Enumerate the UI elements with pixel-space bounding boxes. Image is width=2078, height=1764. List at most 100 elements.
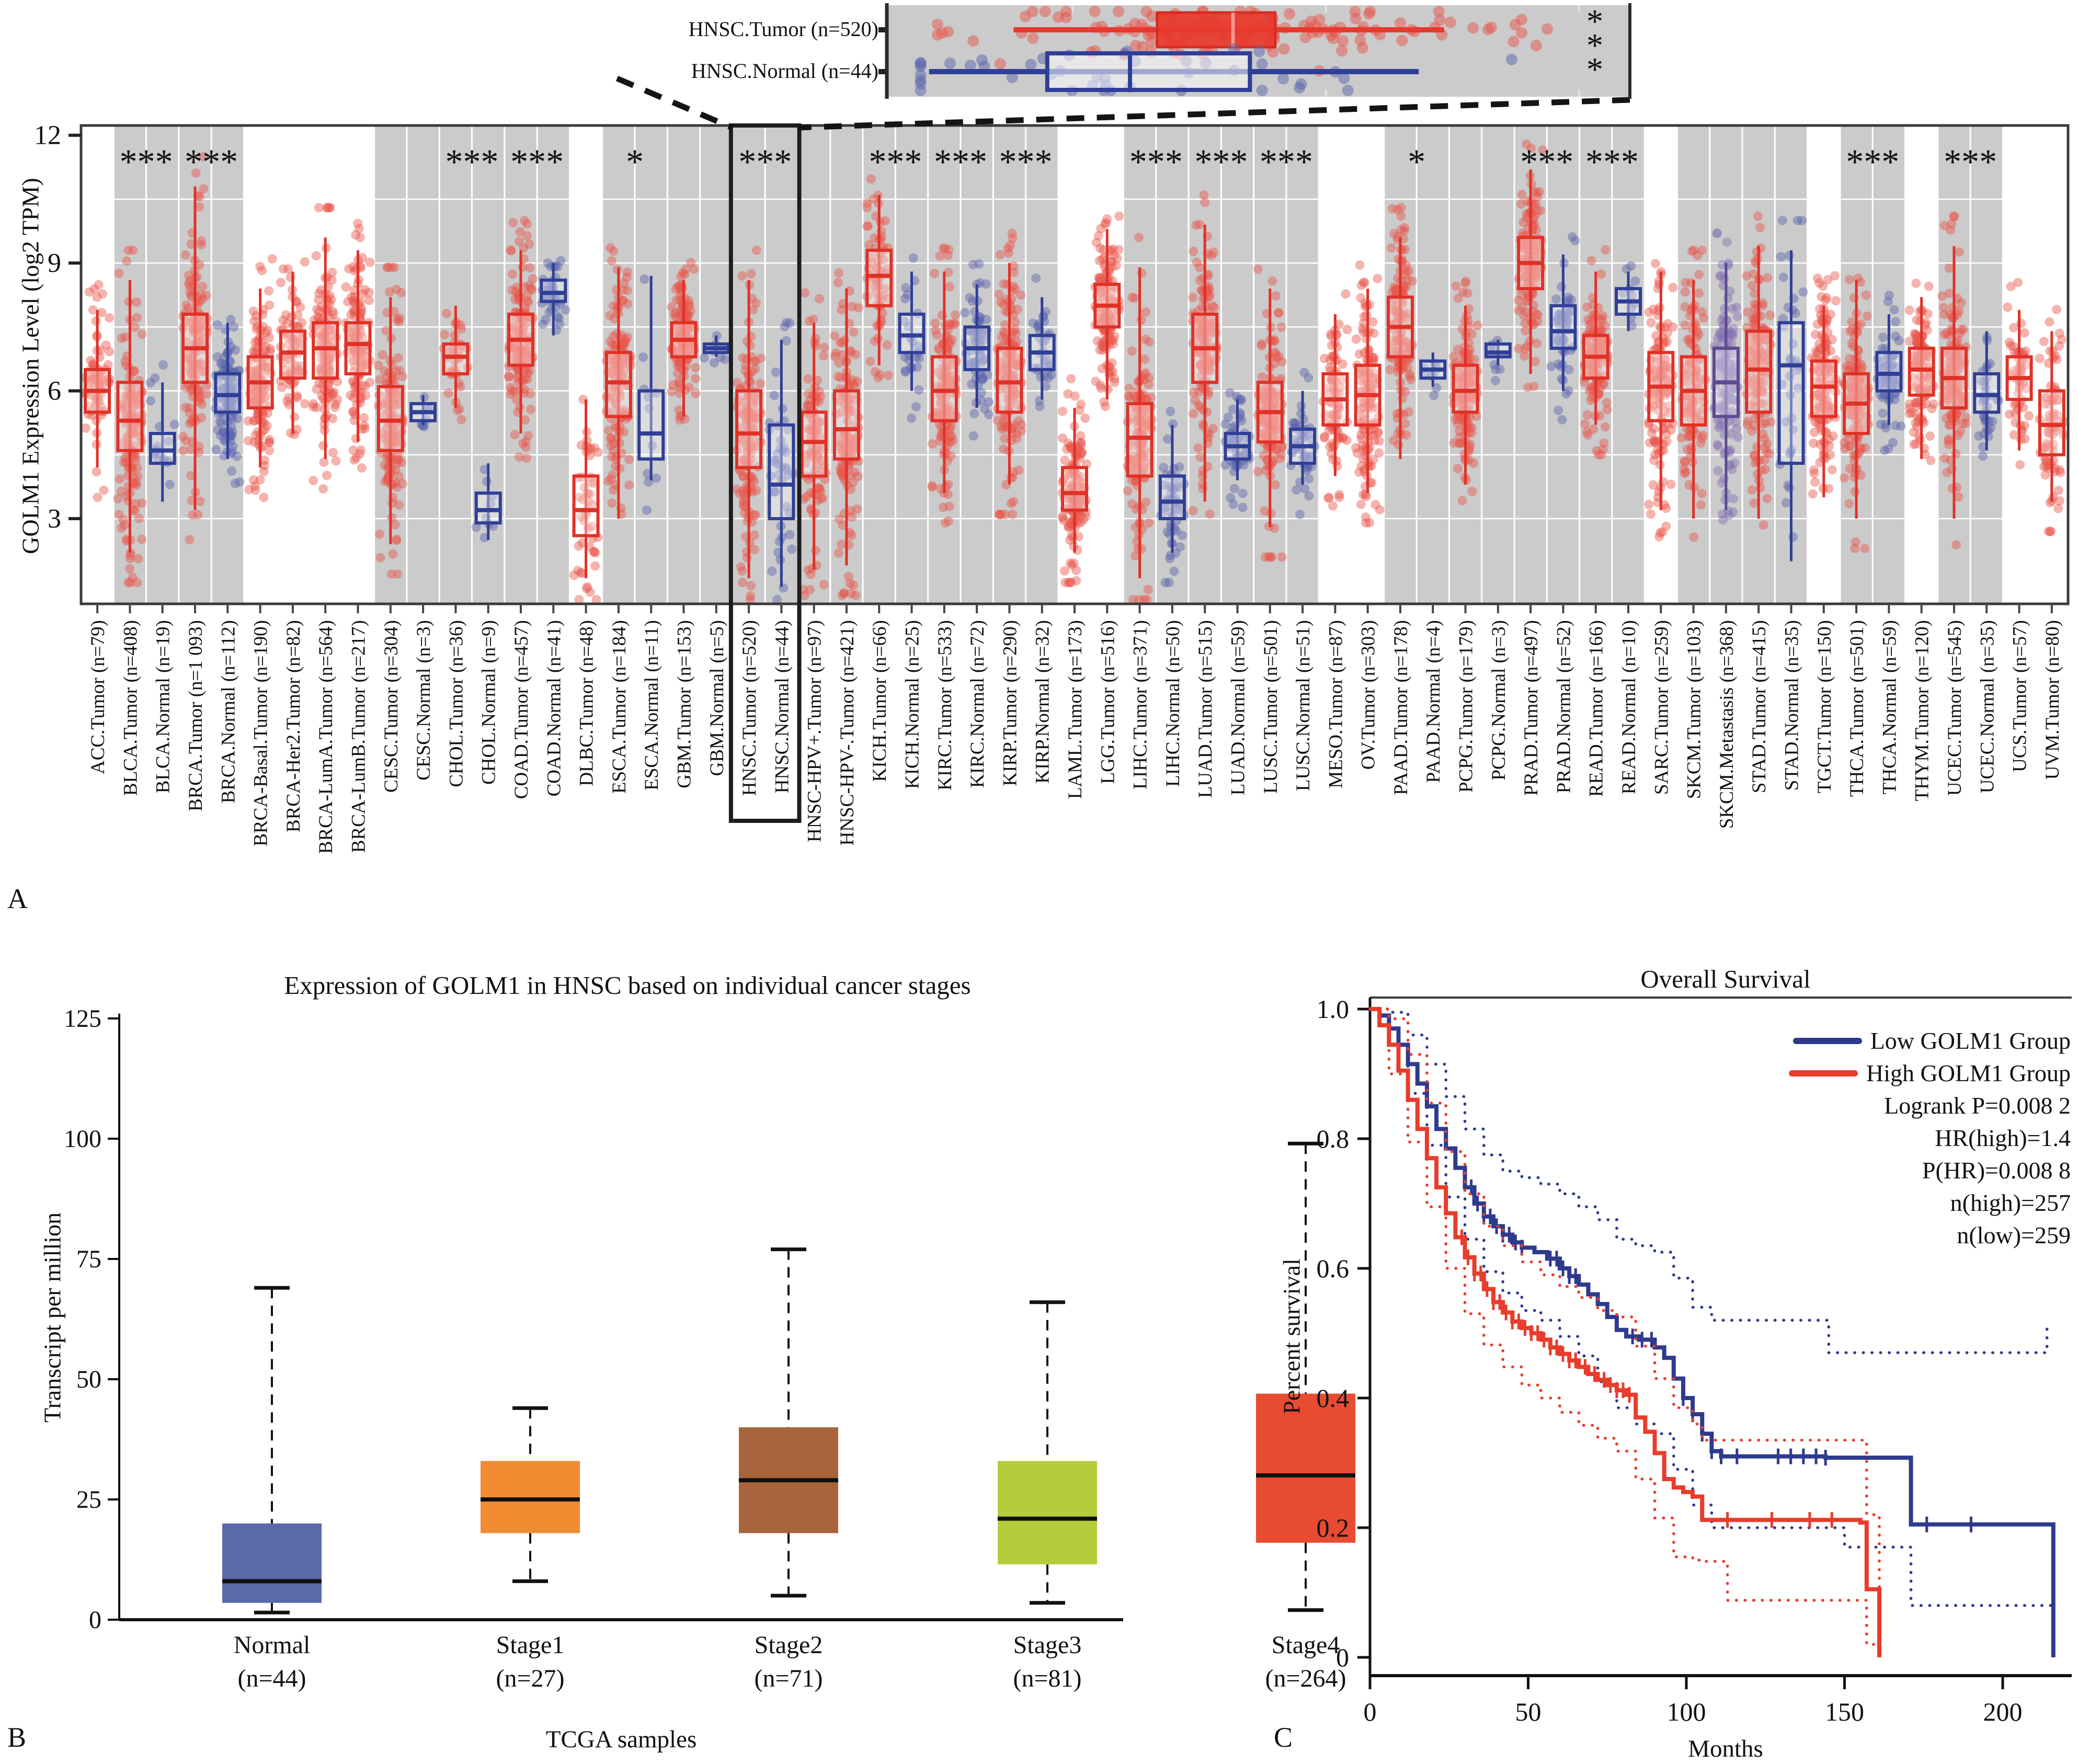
sample-dot bbox=[121, 361, 131, 371]
sample-dot bbox=[640, 274, 649, 284]
sample-dot bbox=[1017, 420, 1026, 430]
sample-dot bbox=[526, 283, 536, 293]
sample-dot bbox=[252, 368, 261, 377]
sample-dot bbox=[932, 330, 942, 340]
sample-dot bbox=[282, 318, 292, 328]
sample-dot bbox=[219, 451, 229, 461]
box bbox=[116, 381, 144, 452]
sample-dot bbox=[984, 397, 994, 407]
sample-dot bbox=[396, 288, 406, 297]
sample-dot bbox=[216, 358, 226, 368]
sample-dot bbox=[1205, 509, 1215, 519]
box bbox=[540, 278, 567, 303]
sample-dot bbox=[259, 385, 269, 395]
sample-dot bbox=[186, 471, 196, 480]
sample-dot bbox=[506, 245, 516, 255]
sample-dot bbox=[262, 362, 272, 372]
sample-dot bbox=[88, 391, 98, 400]
sample-dot bbox=[1095, 345, 1105, 355]
expression-column bbox=[113, 245, 147, 588]
sample-dot bbox=[709, 358, 719, 368]
sample-dot bbox=[543, 281, 553, 291]
sample-dot bbox=[446, 346, 456, 356]
sample-dot bbox=[1521, 326, 1531, 336]
sample-dot bbox=[391, 437, 401, 446]
expression-column bbox=[409, 392, 437, 431]
sample-dot bbox=[349, 295, 359, 305]
sample-dot bbox=[297, 318, 307, 328]
sample-dot bbox=[1275, 454, 1285, 464]
sample-dot bbox=[691, 374, 701, 384]
sample-dot bbox=[391, 394, 401, 404]
sample-dot bbox=[479, 533, 489, 543]
sample-dot bbox=[217, 383, 227, 393]
sample-dot bbox=[852, 504, 862, 514]
sample-dot bbox=[131, 499, 141, 509]
sample-dot bbox=[316, 332, 326, 342]
sample-dot bbox=[130, 390, 140, 399]
sample-dot bbox=[1143, 585, 1153, 594]
sample-dot bbox=[228, 441, 238, 451]
sample-dot bbox=[515, 227, 525, 237]
sample-dot bbox=[1680, 320, 1690, 330]
sample-dot bbox=[742, 337, 752, 347]
sample-dot bbox=[1453, 419, 1463, 429]
cancer-type-band bbox=[1221, 125, 1254, 604]
sample-dot bbox=[348, 356, 358, 366]
sample-dot bbox=[360, 285, 370, 295]
sample-dot bbox=[1193, 443, 1203, 453]
sample-dot bbox=[1457, 496, 1467, 506]
sample-dot bbox=[259, 492, 269, 502]
sample-dot bbox=[1058, 406, 1067, 416]
sample-dot bbox=[1192, 257, 1202, 267]
box bbox=[442, 342, 470, 376]
sample-dot bbox=[316, 363, 326, 373]
sample-dot bbox=[185, 408, 195, 418]
sample-dot bbox=[346, 310, 356, 319]
sample-dot bbox=[930, 318, 940, 328]
sample-dot bbox=[1681, 467, 1691, 477]
sample-dot bbox=[608, 301, 618, 311]
sample-dot bbox=[1356, 280, 1366, 290]
sample-dot bbox=[87, 374, 97, 384]
box bbox=[604, 351, 632, 418]
sample-dot bbox=[1111, 261, 1121, 271]
sample-dot bbox=[330, 399, 340, 409]
sample-dot bbox=[392, 391, 402, 401]
sample-dot bbox=[251, 387, 261, 397]
sample-dot bbox=[249, 416, 259, 426]
sample-dot bbox=[359, 420, 369, 430]
sample-dot bbox=[255, 475, 265, 485]
sample-dot bbox=[1006, 498, 1016, 508]
sample-dot bbox=[514, 236, 524, 246]
sample-dot bbox=[117, 439, 127, 449]
sample-dot bbox=[129, 478, 139, 488]
sample-dot bbox=[264, 333, 274, 342]
sample-dot bbox=[1098, 254, 1107, 264]
sample-dot bbox=[196, 413, 206, 423]
sample-dot bbox=[300, 399, 310, 409]
sample-dot bbox=[862, 221, 872, 231]
sample-dot bbox=[341, 282, 351, 292]
sample-dot bbox=[180, 403, 190, 413]
sample-dot bbox=[349, 354, 359, 364]
sample-dot bbox=[1630, 276, 1640, 286]
sample-dot bbox=[1394, 254, 1403, 264]
sample-dot bbox=[1206, 250, 1216, 260]
sample-dot bbox=[393, 455, 403, 465]
sample-dot bbox=[1253, 264, 1263, 274]
sample-dot bbox=[113, 494, 123, 503]
sample-dot bbox=[216, 359, 226, 369]
sample-dot bbox=[1341, 289, 1351, 299]
sample-dot bbox=[87, 374, 97, 384]
sample-dot bbox=[1400, 245, 1410, 255]
sample-dot bbox=[115, 474, 124, 484]
sample-dot bbox=[295, 343, 305, 353]
sample-dot bbox=[1160, 578, 1170, 588]
sample-dot bbox=[315, 363, 325, 373]
sample-dot bbox=[325, 203, 335, 213]
sample-dot bbox=[276, 278, 286, 288]
sample-dot bbox=[185, 364, 195, 374]
sample-dot bbox=[781, 336, 791, 346]
sample-dot bbox=[522, 219, 532, 229]
